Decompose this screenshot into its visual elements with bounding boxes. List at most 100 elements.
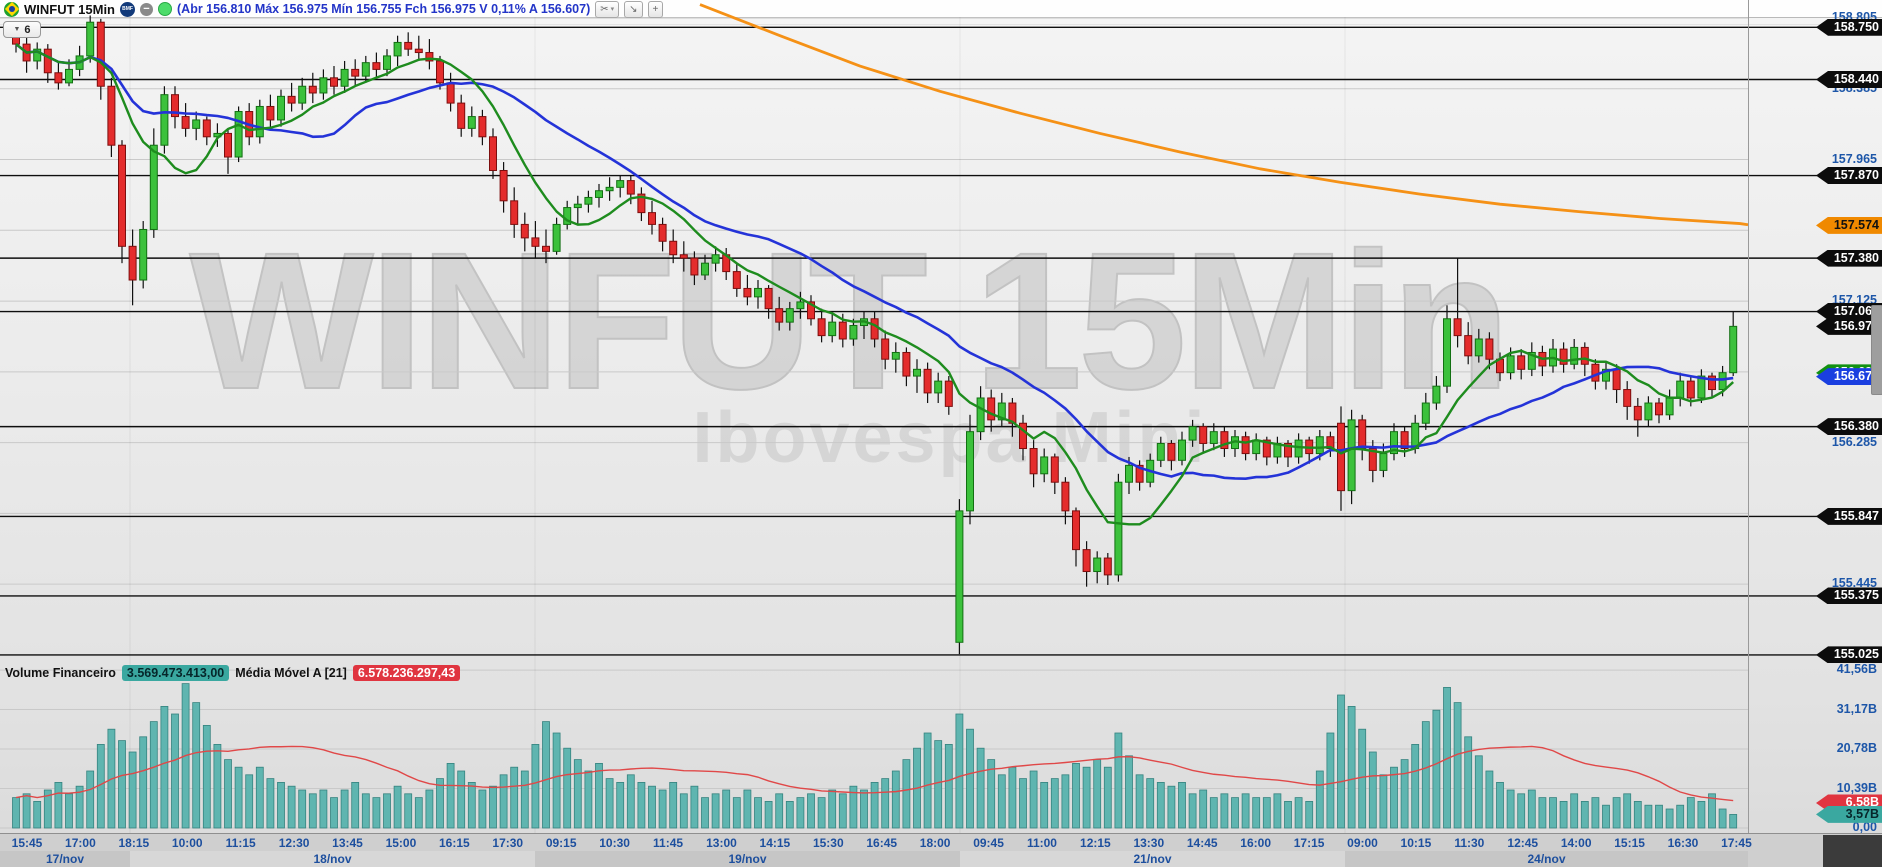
volume-bar <box>1697 801 1706 829</box>
time-label: 12:15 <box>1080 836 1111 850</box>
ma-fast-line <box>15 43 1735 526</box>
candle-body <box>902 351 911 377</box>
price-level-badge[interactable]: 157.870 <box>1816 167 1882 185</box>
volume-bar <box>1400 759 1409 829</box>
candle-body <box>1347 419 1356 492</box>
candle-body <box>807 301 815 320</box>
candle-body <box>1474 338 1483 357</box>
candle-body <box>1061 481 1070 512</box>
volume-bar <box>1549 797 1557 829</box>
candle-body <box>637 193 646 214</box>
volume-bar <box>648 785 656 829</box>
interval-selector[interactable]: ▼ 6 <box>3 21 41 38</box>
candle-body <box>404 41 413 50</box>
candle-body <box>701 262 709 276</box>
ma-slow-line <box>15 43 1734 480</box>
volume-bar <box>510 766 519 829</box>
chevron-down-icon: ▼ <box>13 26 21 33</box>
candle-body <box>425 52 434 62</box>
volume-bar <box>1390 766 1398 829</box>
candle-body <box>1633 405 1642 421</box>
candle-body <box>626 180 635 195</box>
date-label: 24/nov <box>1527 852 1566 866</box>
volume-bar <box>520 770 529 829</box>
volume-bar <box>1209 797 1218 829</box>
volume-bar <box>149 721 158 829</box>
volume-bar <box>1188 793 1197 829</box>
candle-body <box>1580 346 1589 365</box>
ma-orange-badge: 157.574 <box>1816 216 1882 234</box>
time-label: 14:45 <box>1186 836 1218 850</box>
price-level-badge[interactable]: 157.063 <box>1816 303 1882 321</box>
vertical-scrollbar-thumb[interactable] <box>1871 305 1882 395</box>
volume-bar <box>1135 774 1144 829</box>
candle-body <box>1337 422 1345 492</box>
volume-bar <box>573 759 582 829</box>
time-label: 13:30 <box>1133 836 1165 850</box>
candle-body <box>966 431 974 512</box>
price-level-badge[interactable]: 155.025 <box>1816 646 1882 664</box>
time-axis[interactable]: 17/nov 18/nov 19/nov 21/nov 24/nov 15:45 17:00… <box>0 833 1882 867</box>
volume-bar <box>202 725 211 829</box>
collapse-icon[interactable]: − <box>140 2 153 16</box>
price-level-badge[interactable]: 155.847 <box>1816 507 1882 525</box>
time-label: 10:15 <box>1400 836 1432 850</box>
price-level-badge[interactable]: 155.375 <box>1816 587 1882 605</box>
candle-body <box>573 203 582 209</box>
volume-bar <box>934 740 943 829</box>
candle-body <box>1220 431 1229 450</box>
price-level-badge[interactable]: 157.380 <box>1816 249 1882 267</box>
date-label: 18/nov <box>313 852 352 866</box>
candle-body <box>1390 431 1398 455</box>
volume-bar <box>955 713 964 829</box>
volume-bar <box>1612 797 1621 829</box>
volume-bar <box>669 782 678 829</box>
candle-body <box>1517 355 1526 370</box>
candle-body <box>764 287 773 310</box>
price-level-badge[interactable]: 158.750 <box>1816 18 1882 36</box>
candle-body <box>1315 436 1324 455</box>
volume-bar <box>987 759 996 829</box>
ma-long-line <box>699 3 1749 227</box>
candle-body <box>181 116 190 129</box>
volume-bar <box>1199 789 1208 829</box>
volume-bar <box>1676 804 1685 829</box>
volume-bar <box>796 797 805 829</box>
time-label: 09:45 <box>973 836 1004 850</box>
axis-corner-box <box>1823 835 1882 867</box>
volume-bar <box>1220 793 1229 829</box>
candle-body <box>923 368 932 394</box>
zoom-in-button[interactable]: + <box>647 0 664 18</box>
candle-body <box>1708 375 1716 391</box>
candle-body <box>1591 363 1600 382</box>
price-level-badge[interactable]: 158.440 <box>1816 71 1882 88</box>
volume-value-badge: 3.569.473.413,00 <box>121 664 230 681</box>
volume-bar <box>330 797 338 829</box>
volume-bar <box>489 785 497 829</box>
pan-button[interactable]: ↘ <box>624 0 643 18</box>
volume-ma-value-badge: 6.578.236.297,43 <box>352 664 461 681</box>
tools-button[interactable]: ✂ ▾ <box>595 0 620 18</box>
candle-body <box>446 82 455 104</box>
price-level-badge[interactable]: 156.380 <box>1816 418 1882 436</box>
volume-bar <box>1156 782 1165 829</box>
time-label: 17:30 <box>492 836 524 850</box>
volume-bar <box>1040 782 1049 829</box>
candle-body <box>224 132 232 158</box>
volume-ma-label: Média Móvel A [21] <box>235 665 347 680</box>
time-label: 17:00 <box>65 836 96 850</box>
volume-bar <box>658 789 667 829</box>
candle-body <box>340 68 349 87</box>
volume-bar <box>1496 782 1504 829</box>
volume-bar <box>679 793 688 829</box>
volume-bar <box>563 747 572 829</box>
volume-bar <box>542 721 550 829</box>
candle-body <box>1072 510 1080 551</box>
candle-body <box>542 245 550 252</box>
volume-bar <box>1146 778 1155 829</box>
candle-body <box>139 228 148 281</box>
volume-bar <box>414 797 423 829</box>
price-axis[interactable]: 158.805158.385157.965157.125156.285155.4… <box>1748 0 1882 867</box>
volume-bar <box>849 785 858 829</box>
